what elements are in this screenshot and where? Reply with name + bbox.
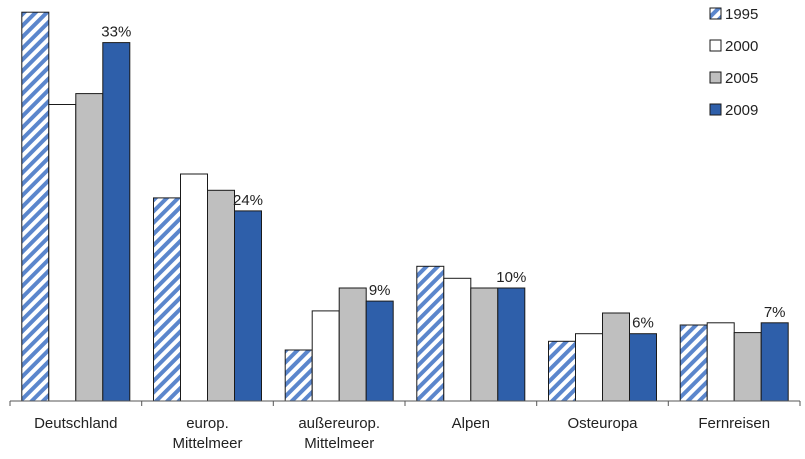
bar-2005-2: [338, 287, 367, 402]
bar-1995-2: [284, 349, 313, 402]
bar-2000-3: [443, 277, 472, 402]
bar-2000-4: [575, 333, 603, 402]
bar-2005-3: [470, 287, 499, 402]
bar-1995-3: [416, 265, 445, 402]
legend-label-2005: 2005: [725, 70, 758, 87]
category-label-2: außereurop. Mittelmeer: [298, 415, 380, 452]
bar-2000-1: [180, 173, 208, 402]
bar-2005-1: [207, 189, 235, 402]
bar-2000-0: [48, 104, 77, 402]
bar-2009-5: [760, 322, 789, 402]
legend-swatch-1995: [709, 7, 722, 20]
bar-2009-1: [234, 210, 262, 402]
category-label-3: Alpen: [452, 415, 490, 432]
bar-2000-2: [311, 310, 340, 402]
bar-2005-4: [602, 312, 630, 402]
bar-1995-0: [21, 11, 50, 402]
legend-swatch-2005: [709, 71, 722, 84]
bar-2005-0: [75, 93, 104, 402]
x-axis-ticks: [9, 401, 801, 406]
data-label-0: 33%: [101, 24, 131, 41]
category-label-1: europ. Mittelmeer: [172, 415, 242, 452]
bar-2009-0: [102, 42, 131, 402]
bar-2000-5: [706, 322, 735, 402]
legend-label-2009: 2009: [725, 102, 758, 119]
legend-label-1995: 1995: [725, 6, 758, 23]
bar-1995-4: [548, 340, 576, 402]
bar-2005-5: [733, 332, 762, 402]
bar-2009-2: [365, 300, 394, 402]
data-label-2: 9%: [369, 282, 391, 299]
data-labels: 33% 24% 9% 10% 6% 7%: [101, 24, 785, 332]
category-labels: Deutschland europ. Mittelmeer außereurop. Mi…: [34, 415, 770, 452]
bar-1995-1: [153, 197, 181, 402]
legend-swatch-2009: [709, 103, 722, 116]
bar-2009-3: [497, 287, 526, 402]
data-label-4: 6%: [632, 315, 654, 332]
category-label-0: Deutschland: [34, 415, 117, 432]
bars: [21, 11, 789, 402]
data-label-3: 10%: [496, 269, 526, 286]
legend: 1995 2000 2005 2009: [709, 6, 758, 119]
data-label-1: 24%: [233, 192, 263, 209]
bar-2009-4: [629, 333, 657, 402]
category-label-5: Fernreisen: [698, 415, 770, 432]
data-label-5: 7%: [764, 304, 786, 321]
legend-label-2000: 2000: [725, 38, 758, 55]
legend-swatch-2000: [709, 39, 722, 52]
bar-1995-5: [679, 324, 708, 402]
category-label-4: Osteuropa: [567, 415, 638, 432]
